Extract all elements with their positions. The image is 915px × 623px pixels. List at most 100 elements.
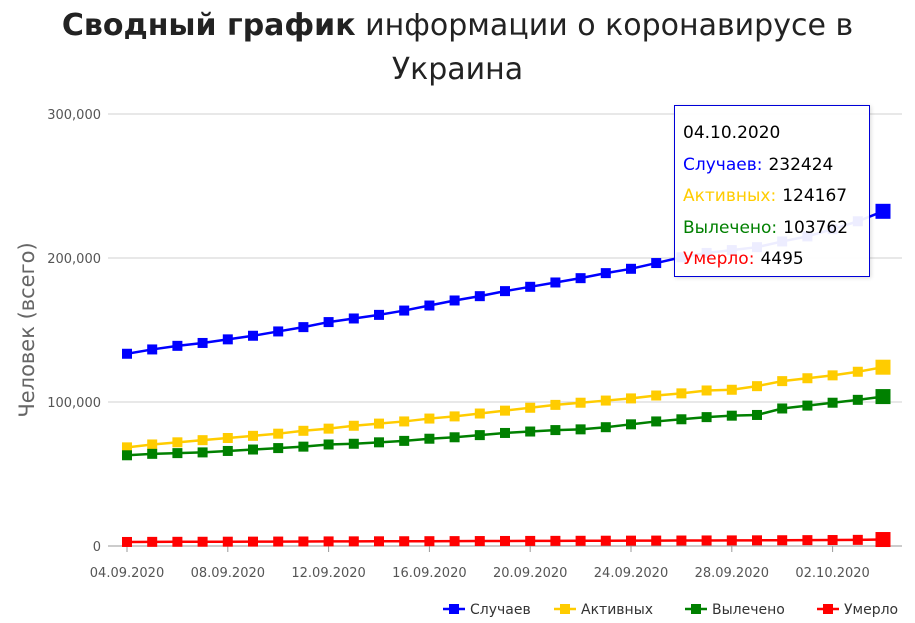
data-point <box>323 439 334 450</box>
data-point <box>827 535 838 546</box>
data-point <box>777 535 788 546</box>
data-point <box>600 395 611 406</box>
data-point <box>348 313 359 324</box>
data-point <box>147 344 158 355</box>
data-point <box>525 402 536 413</box>
data-point <box>374 418 384 429</box>
data-point <box>449 432 460 443</box>
data-point <box>550 399 561 410</box>
data-point <box>122 450 132 461</box>
data-point <box>122 348 132 359</box>
data-point <box>626 263 636 274</box>
data-point <box>852 394 863 405</box>
data-point <box>348 438 359 449</box>
data-point <box>575 397 586 408</box>
data-point <box>474 536 485 547</box>
x-tick-label: 04.09.2020 <box>90 566 164 581</box>
x-tick-label: 12.09.2020 <box>291 566 365 581</box>
data-point <box>273 326 284 337</box>
legend-marker <box>691 604 701 614</box>
data-point <box>172 437 183 448</box>
data-point <box>222 536 233 547</box>
data-point <box>575 535 586 546</box>
data-point <box>726 535 737 546</box>
data-point <box>600 422 611 433</box>
legend-label: Умерло <box>844 602 898 618</box>
data-point <box>374 536 384 547</box>
y-tick-label: 100,000 <box>47 396 101 411</box>
data-point <box>298 425 309 436</box>
data-point <box>525 281 536 292</box>
data-point <box>424 433 435 444</box>
data-point <box>701 412 712 423</box>
data-point <box>676 414 687 425</box>
tooltip-label: Вылечено: <box>683 217 778 238</box>
data-point <box>222 445 233 456</box>
data-point <box>122 536 132 547</box>
data-point <box>323 536 334 547</box>
data-point <box>399 305 410 316</box>
legend-marker <box>449 604 459 614</box>
data-point <box>651 390 662 401</box>
data-point <box>575 273 586 284</box>
data-point <box>273 428 284 439</box>
data-point <box>875 532 891 548</box>
x-tick-label: 02.10.2020 <box>795 566 869 581</box>
tooltip-date: 04.10.2020 <box>683 123 781 143</box>
legend-marker <box>560 604 570 614</box>
data-point <box>474 430 485 441</box>
data-point <box>424 300 435 311</box>
legend-marker <box>823 604 833 614</box>
data-point <box>626 535 636 546</box>
data-point <box>248 430 258 441</box>
data-point <box>651 258 662 269</box>
data-point <box>777 376 788 387</box>
data-point <box>197 536 208 547</box>
data-point <box>424 413 435 424</box>
data-point <box>726 384 737 395</box>
chart-title-rest: информации о коронавирусе в Украина <box>355 8 854 87</box>
data-point <box>651 416 662 427</box>
data-point <box>626 419 636 430</box>
data-point <box>500 405 510 416</box>
data-point <box>802 535 813 546</box>
data-point <box>575 424 586 435</box>
data-point <box>172 536 183 547</box>
data-point <box>147 536 158 547</box>
data-point <box>147 448 158 459</box>
data-point <box>248 330 258 341</box>
data-point <box>875 203 891 219</box>
chart-title-bold: Сводный график <box>61 8 356 43</box>
data-point <box>777 403 788 414</box>
data-point <box>875 389 891 405</box>
data-point <box>651 535 662 546</box>
data-point <box>449 411 460 422</box>
data-point <box>752 535 762 546</box>
data-point <box>474 291 485 302</box>
chart-title: Сводный график информации о коронавирусе… <box>0 4 915 92</box>
data-point <box>701 535 712 546</box>
legend-label: Случаев <box>470 602 531 618</box>
x-tick-label: 08.09.2020 <box>191 566 265 581</box>
tooltip-label: Активных: <box>683 186 777 206</box>
data-point <box>273 443 284 454</box>
data-point <box>399 416 410 427</box>
data-point <box>802 373 813 384</box>
data-point <box>172 340 183 351</box>
tooltip-row-active: Активных: 124167 <box>683 181 869 213</box>
data-point <box>852 366 863 377</box>
data-point <box>474 408 485 419</box>
x-tick-label: 16.09.2020 <box>392 566 466 581</box>
data-point <box>147 439 158 450</box>
data-point <box>122 442 132 453</box>
data-point <box>449 295 460 306</box>
data-point <box>600 535 611 546</box>
tooltip-row-cases: Случаев: 232424 <box>683 150 869 182</box>
data-point <box>197 435 208 446</box>
data-point <box>626 393 636 404</box>
data-point <box>827 370 838 381</box>
data-point <box>525 426 536 437</box>
tooltip-row-deaths: Умерло: 4495 <box>683 244 869 276</box>
data-point <box>701 385 712 396</box>
tooltip-value: 4495 <box>760 249 804 269</box>
